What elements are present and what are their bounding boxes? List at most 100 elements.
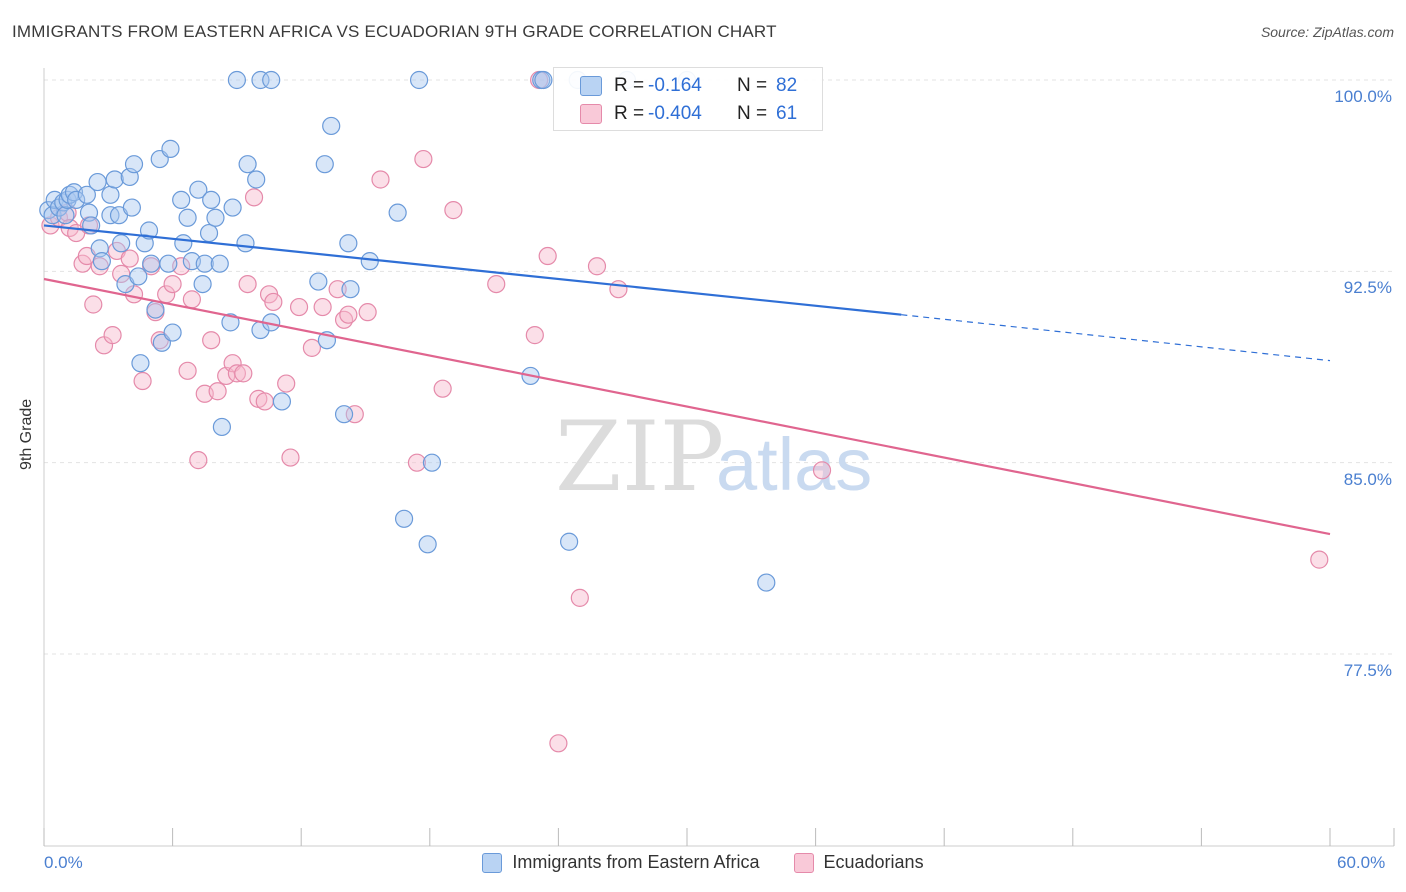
stats-r-value: -0.164 bbox=[648, 75, 702, 97]
stats-n-value: 61 bbox=[776, 103, 797, 125]
eastern-africa-point bbox=[336, 406, 353, 423]
y-tick-label: 85.0% bbox=[1344, 470, 1392, 490]
eastern-africa-point bbox=[102, 186, 119, 203]
eastern-africa-point bbox=[316, 156, 333, 173]
ecuadorians-point bbox=[190, 452, 207, 469]
ecuadorians-point bbox=[488, 276, 505, 293]
ecuadorians-point bbox=[278, 375, 295, 392]
ecuadorians-point bbox=[179, 362, 196, 379]
ecuadorians-point bbox=[246, 189, 263, 206]
eastern-africa-point bbox=[342, 281, 359, 298]
stats-legend: R = -0.164 N = 82 R = -0.404 N = 61 bbox=[553, 67, 823, 131]
ecuadorians-point bbox=[1311, 551, 1328, 568]
legend-label-eastern-africa: Immigrants from Eastern Africa bbox=[512, 852, 759, 873]
chart-plot-area: ZIP atlas bbox=[0, 0, 1406, 892]
watermark-atlas: atlas bbox=[716, 423, 872, 506]
ecuadorians-point bbox=[164, 276, 181, 293]
eastern-africa-point bbox=[224, 199, 241, 216]
y-tick-label: 92.5% bbox=[1344, 278, 1392, 298]
stats-n-label: N = bbox=[737, 103, 767, 125]
stats-row-pink: R = -0.404 N = 61 bbox=[554, 99, 822, 129]
watermark-zip: ZIP bbox=[555, 401, 724, 513]
eastern-africa-point bbox=[211, 255, 228, 272]
eastern-africa-point bbox=[143, 255, 160, 272]
stats-r-value: -0.404 bbox=[648, 103, 702, 125]
eastern-africa-point bbox=[126, 156, 143, 173]
eastern-africa-point bbox=[132, 355, 149, 372]
legend-item-eastern-africa[interactable]: Immigrants from Eastern Africa bbox=[482, 852, 759, 873]
eastern-africa-point bbox=[123, 199, 140, 216]
ecuadorians-point bbox=[291, 299, 308, 316]
eastern-africa-point bbox=[758, 574, 775, 591]
ecuadorians-point bbox=[434, 380, 451, 397]
eastern-africa-point bbox=[310, 273, 327, 290]
eastern-africa-point bbox=[561, 533, 578, 550]
eastern-africa-point bbox=[411, 72, 428, 89]
ecuadorians-point bbox=[314, 299, 331, 316]
eastern-africa-point bbox=[130, 268, 147, 285]
ecuadorians-point bbox=[588, 258, 605, 275]
y-axis-label: 9th Grade bbox=[18, 399, 36, 470]
eastern-africa-point bbox=[113, 235, 130, 252]
eastern-africa-points bbox=[40, 72, 775, 592]
y-tick-label: 100.0% bbox=[1334, 87, 1392, 107]
eastern-africa-point bbox=[396, 510, 413, 527]
eastern-africa-point bbox=[203, 191, 220, 208]
eastern-africa-point bbox=[160, 255, 177, 272]
eastern-africa-point bbox=[164, 324, 181, 341]
ecuadorians-point bbox=[203, 332, 220, 349]
legend-swatch-blue bbox=[482, 853, 502, 873]
ecuadorians-point bbox=[372, 171, 389, 188]
ecuadorians-point bbox=[340, 306, 357, 323]
eastern-africa-point bbox=[389, 204, 406, 221]
eastern-africa-point bbox=[535, 72, 552, 89]
eastern-africa-point bbox=[263, 72, 280, 89]
eastern-africa-point bbox=[213, 418, 230, 435]
legend-label-ecuadorians: Ecuadorians bbox=[824, 852, 924, 873]
ecuadorians-point bbox=[445, 202, 462, 219]
eastern-africa-point bbox=[423, 454, 440, 471]
ecuadorians-point bbox=[134, 373, 151, 390]
ecuadorians-point bbox=[121, 250, 138, 267]
ecuadorians-point bbox=[239, 276, 256, 293]
legend-swatch-pink bbox=[794, 853, 814, 873]
eastern-africa-point bbox=[173, 191, 190, 208]
eastern-africa-point bbox=[175, 235, 192, 252]
ecuadorians-point bbox=[550, 735, 567, 752]
eastern-africa-point bbox=[147, 301, 164, 318]
ecuadorians-point bbox=[303, 339, 320, 356]
ecuadorians-point bbox=[265, 293, 282, 310]
eastern-africa-point bbox=[57, 207, 74, 224]
eastern-africa-point bbox=[162, 140, 179, 157]
eastern-africa-point bbox=[419, 536, 436, 553]
watermark: ZIP atlas bbox=[555, 401, 872, 513]
stats-n-value: 82 bbox=[776, 75, 797, 97]
eastern-africa-point bbox=[106, 171, 123, 188]
ecuadorians-point bbox=[104, 327, 121, 344]
ecuadorians-point bbox=[282, 449, 299, 466]
eastern-africa-point bbox=[93, 253, 110, 270]
ecuadorians-point bbox=[539, 248, 556, 265]
eastern-africa-point bbox=[201, 225, 218, 242]
eastern-africa-point bbox=[179, 209, 196, 226]
ecuadorians-point bbox=[183, 291, 200, 308]
stats-r-label: R = bbox=[614, 75, 644, 97]
legend-item-ecuadorians[interactable]: Ecuadorians bbox=[794, 852, 924, 873]
ecuadorians-point bbox=[235, 365, 252, 382]
eastern-africa-point bbox=[323, 117, 340, 134]
stats-swatch-blue bbox=[580, 76, 602, 96]
chart-legend: Immigrants from Eastern Africa Ecuadoria… bbox=[0, 852, 1406, 873]
ecuadorians-point bbox=[814, 462, 831, 479]
eastern-africa-point bbox=[194, 276, 211, 293]
ecuadorians-point bbox=[610, 281, 627, 298]
eastern-africa-point bbox=[89, 174, 106, 191]
eastern-africa-point bbox=[207, 209, 224, 226]
stats-swatch-pink bbox=[580, 104, 602, 124]
ecuadorians-point bbox=[526, 327, 543, 344]
ecuadorians-point bbox=[571, 589, 588, 606]
ecuadorians-point bbox=[256, 393, 273, 410]
y-tick-label: 77.5% bbox=[1344, 661, 1392, 681]
eastern-africa-point bbox=[361, 253, 378, 270]
eastern-africa-point bbox=[237, 235, 254, 252]
ecuadorians-point bbox=[85, 296, 102, 313]
